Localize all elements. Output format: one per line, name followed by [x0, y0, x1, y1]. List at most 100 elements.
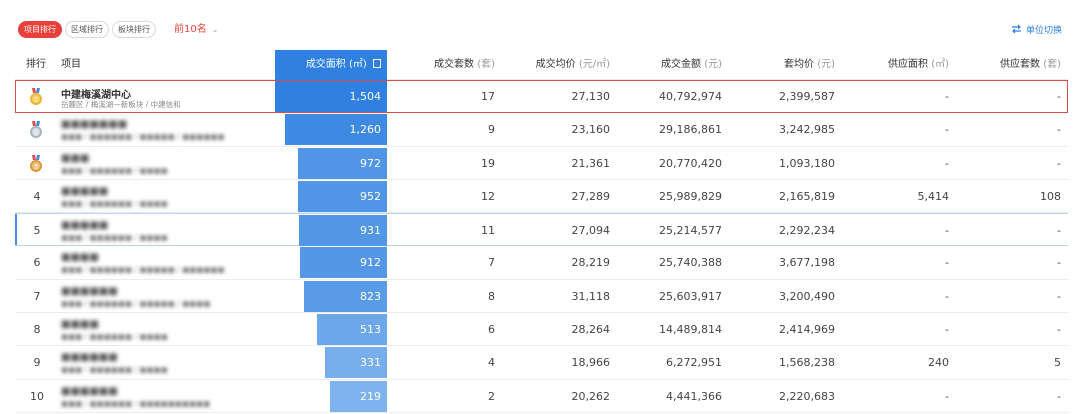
project-name[interactable]: ■■■■ — [61, 252, 99, 264]
project-location: ■■■ / ■■■■■■ / ■■■■■ / ■■■■■■ — [61, 132, 225, 142]
table-row[interactable]: 5 ■■■■■ ■■■ / ■■■■■■ / ■■■■ 931 11 27,094 25,2… — [15, 213, 1068, 247]
supply-area-value: - — [945, 156, 949, 170]
table-row[interactable]: 1 中建梅溪湖中心 岳麓区 / 梅溪湖—新板块 / 中建信和 1,504 17 27,13… — [15, 80, 1068, 114]
avg-price-value: 21,361 — [571, 156, 611, 170]
rank-number: 5 — [33, 224, 41, 238]
topn-label: 前10名 — [174, 24, 207, 35]
amount-value: 20,770,420 — [659, 156, 722, 170]
table-body: 1 中建梅溪湖中心 岳麓区 / 梅溪湖—新板块 / 中建信和 1,504 17 27,13… — [15, 80, 1068, 413]
area-bar — [317, 314, 387, 346]
table-row[interactable]: 8 ■■■■ ■■■ / ■■■■■■ / ■■■■ 513 6 28,264 14,489… — [15, 313, 1068, 347]
project-name[interactable]: ■■■■■■ — [61, 385, 118, 397]
supply-sets-value: - — [1057, 323, 1061, 337]
avg-price-value: 23,160 — [571, 123, 611, 137]
area-bar — [297, 147, 387, 179]
header-supply-sets[interactable]: 供应套数 (套) — [949, 50, 1061, 80]
header-area[interactable]: 成交面积 (㎡) — [275, 50, 387, 80]
set-avg-value: 3,677,198 — [779, 256, 835, 270]
project-location: 岳麓区 / 梅溪湖—新板块 / 中建信和 — [61, 100, 181, 109]
header-sets[interactable]: 成交套数 (套) — [387, 50, 495, 80]
header-set-avg[interactable]: 套均价 (元) — [722, 50, 835, 80]
supply-sets-value: 5 — [1054, 356, 1061, 370]
rank-number: 6 — [33, 256, 41, 270]
table-row[interactable]: 10 ■■■■■■ ■■■ / ■■■■■■ / ■■■■■■■■■■ 219 2 20,… — [15, 380, 1068, 413]
header-project[interactable]: 项目 — [61, 59, 81, 70]
tab-block-ranking[interactable]: 板块排行 — [112, 21, 156, 38]
table-row[interactable]: 7 ■■■■■■ ■■■ / ■■■■■■ / ■■■■■ / ■■■■ 823 8 31… — [15, 280, 1068, 314]
table-row[interactable]: 4 ■■■■■ ■■■ / ■■■■■■ / ■■■■ 952 12 27,289 25,9… — [15, 180, 1068, 214]
supply-area-value: - — [945, 289, 949, 303]
area-value: 912 — [360, 256, 381, 270]
sets-value: 4 — [488, 356, 495, 370]
table-row[interactable]: 2 ■■■■■■■ ■■■ / ■■■■■■ / ■■■■■ / ■■■■■■ 1,2… — [15, 113, 1068, 147]
sort-icon[interactable] — [373, 59, 381, 68]
sets-value: 17 — [481, 90, 495, 103]
bronze-medal-icon: 3 — [28, 154, 44, 173]
area-value: 952 — [360, 189, 381, 203]
tab-project-ranking[interactable]: 项目排行 — [18, 21, 62, 38]
header-area-label: 成交面积 — [305, 59, 346, 70]
header-supply-area-label: 供应面积 — [888, 59, 928, 70]
sets-value: 9 — [488, 123, 495, 137]
project-name[interactable]: ■■■■ — [61, 319, 99, 331]
supply-area-value: - — [945, 224, 949, 238]
supply-sets-value: - — [1057, 256, 1061, 270]
topn-dropdown[interactable]: 前10名 ⌄ — [174, 21, 218, 38]
amount-value: 29,186,861 — [659, 123, 722, 137]
header-supply-sets-unit: (套) — [1043, 59, 1061, 70]
project-name[interactable]: ■■■■■ — [61, 220, 109, 232]
unit-switch-button[interactable]: 单位切换 — [1011, 21, 1062, 37]
header-supply-area[interactable]: 供应面积 (㎡) — [835, 50, 949, 80]
set-avg-value: 1,568,238 — [779, 356, 835, 370]
project-location: ■■■ / ■■■■■■ / ■■■■■■■■■■ — [61, 398, 211, 408]
set-avg-value: 2,292,234 — [779, 224, 835, 238]
table-row[interactable]: 3 ■■■ ■■■ / ■■■■■■ / ■■■■ 972 19 21,361 20,770… — [15, 147, 1068, 180]
project-location: ■■■ / ■■■■■■ / ■■■■■ / ■■■■ — [61, 298, 211, 308]
project-location: ■■■ / ■■■■■■ / ■■■■ — [61, 233, 168, 243]
area-value: 331 — [360, 356, 381, 370]
table-row[interactable]: 6 ■■■■ ■■■ / ■■■■■■ / ■■■■■ / ■■■■■■ 912 7 28… — [15, 246, 1068, 280]
project-name[interactable]: ■■■■■ — [61, 185, 109, 197]
header-avg-price[interactable]: 成交均价 (元/㎡) — [495, 50, 610, 80]
header-amount-unit: (元) — [704, 59, 722, 70]
sets-value: 11 — [481, 224, 495, 238]
header-set-avg-label: 套均价 — [784, 59, 814, 70]
supply-sets-value: - — [1057, 123, 1061, 137]
amount-value: 4,441,366 — [666, 389, 722, 403]
project-location: ■■■ / ■■■■■■ / ■■■■ — [61, 365, 168, 375]
ranking-type-tabs: 项目排行 区域排行 板块排行 — [18, 21, 159, 38]
header-supply-area-unit: (㎡) — [931, 59, 949, 70]
table-row[interactable]: 9 ■■■■■■ ■■■ / ■■■■■■ / ■■■■ 331 4 18,966 6,27… — [15, 346, 1068, 380]
avg-price-value: 20,262 — [571, 389, 611, 403]
supply-area-value: - — [945, 90, 949, 103]
sets-value: 2 — [488, 389, 495, 403]
supply-sets-value: - — [1057, 224, 1061, 238]
project-name[interactable]: ■■■■■■ — [61, 285, 118, 297]
project-location: ■■■ / ■■■■■■ / ■■■■■ / ■■■■■■ — [61, 265, 225, 275]
header-avg-price-unit: (元/㎡) — [578, 59, 610, 70]
tab-district-ranking[interactable]: 区域排行 — [65, 21, 109, 38]
supply-sets-value: - — [1057, 289, 1061, 303]
area-bar — [324, 347, 387, 379]
rank-number: 4 — [33, 189, 41, 203]
project-name[interactable]: ■■■ — [61, 152, 90, 164]
area-value: 972 — [360, 156, 381, 170]
avg-price-value: 27,130 — [571, 90, 611, 103]
avg-price-value: 28,219 — [571, 256, 611, 270]
header-rank[interactable]: 排行 — [26, 59, 46, 70]
project-name[interactable]: ■■■■■■ — [61, 352, 118, 364]
svg-text:2: 2 — [34, 130, 38, 137]
project-name[interactable]: ■■■■■■■ — [61, 119, 128, 131]
supply-area-value: - — [945, 123, 949, 137]
area-value: 1,260 — [349, 123, 382, 137]
sets-value: 8 — [488, 289, 495, 303]
header-area-unit: (㎡) — [349, 59, 367, 70]
amount-value: 14,489,814 — [659, 323, 722, 337]
set-avg-value: 3,200,490 — [779, 289, 835, 303]
project-location: ■■■ / ■■■■■■ / ■■■■ — [61, 198, 168, 208]
header-amount[interactable]: 成交金额 (元) — [610, 50, 722, 80]
supply-sets-value: 108 — [1040, 189, 1061, 203]
supply-sets-value: - — [1057, 389, 1061, 403]
project-name[interactable]: 中建梅溪湖中心 — [61, 90, 131, 101]
supply-area-value: 5,414 — [917, 189, 950, 203]
